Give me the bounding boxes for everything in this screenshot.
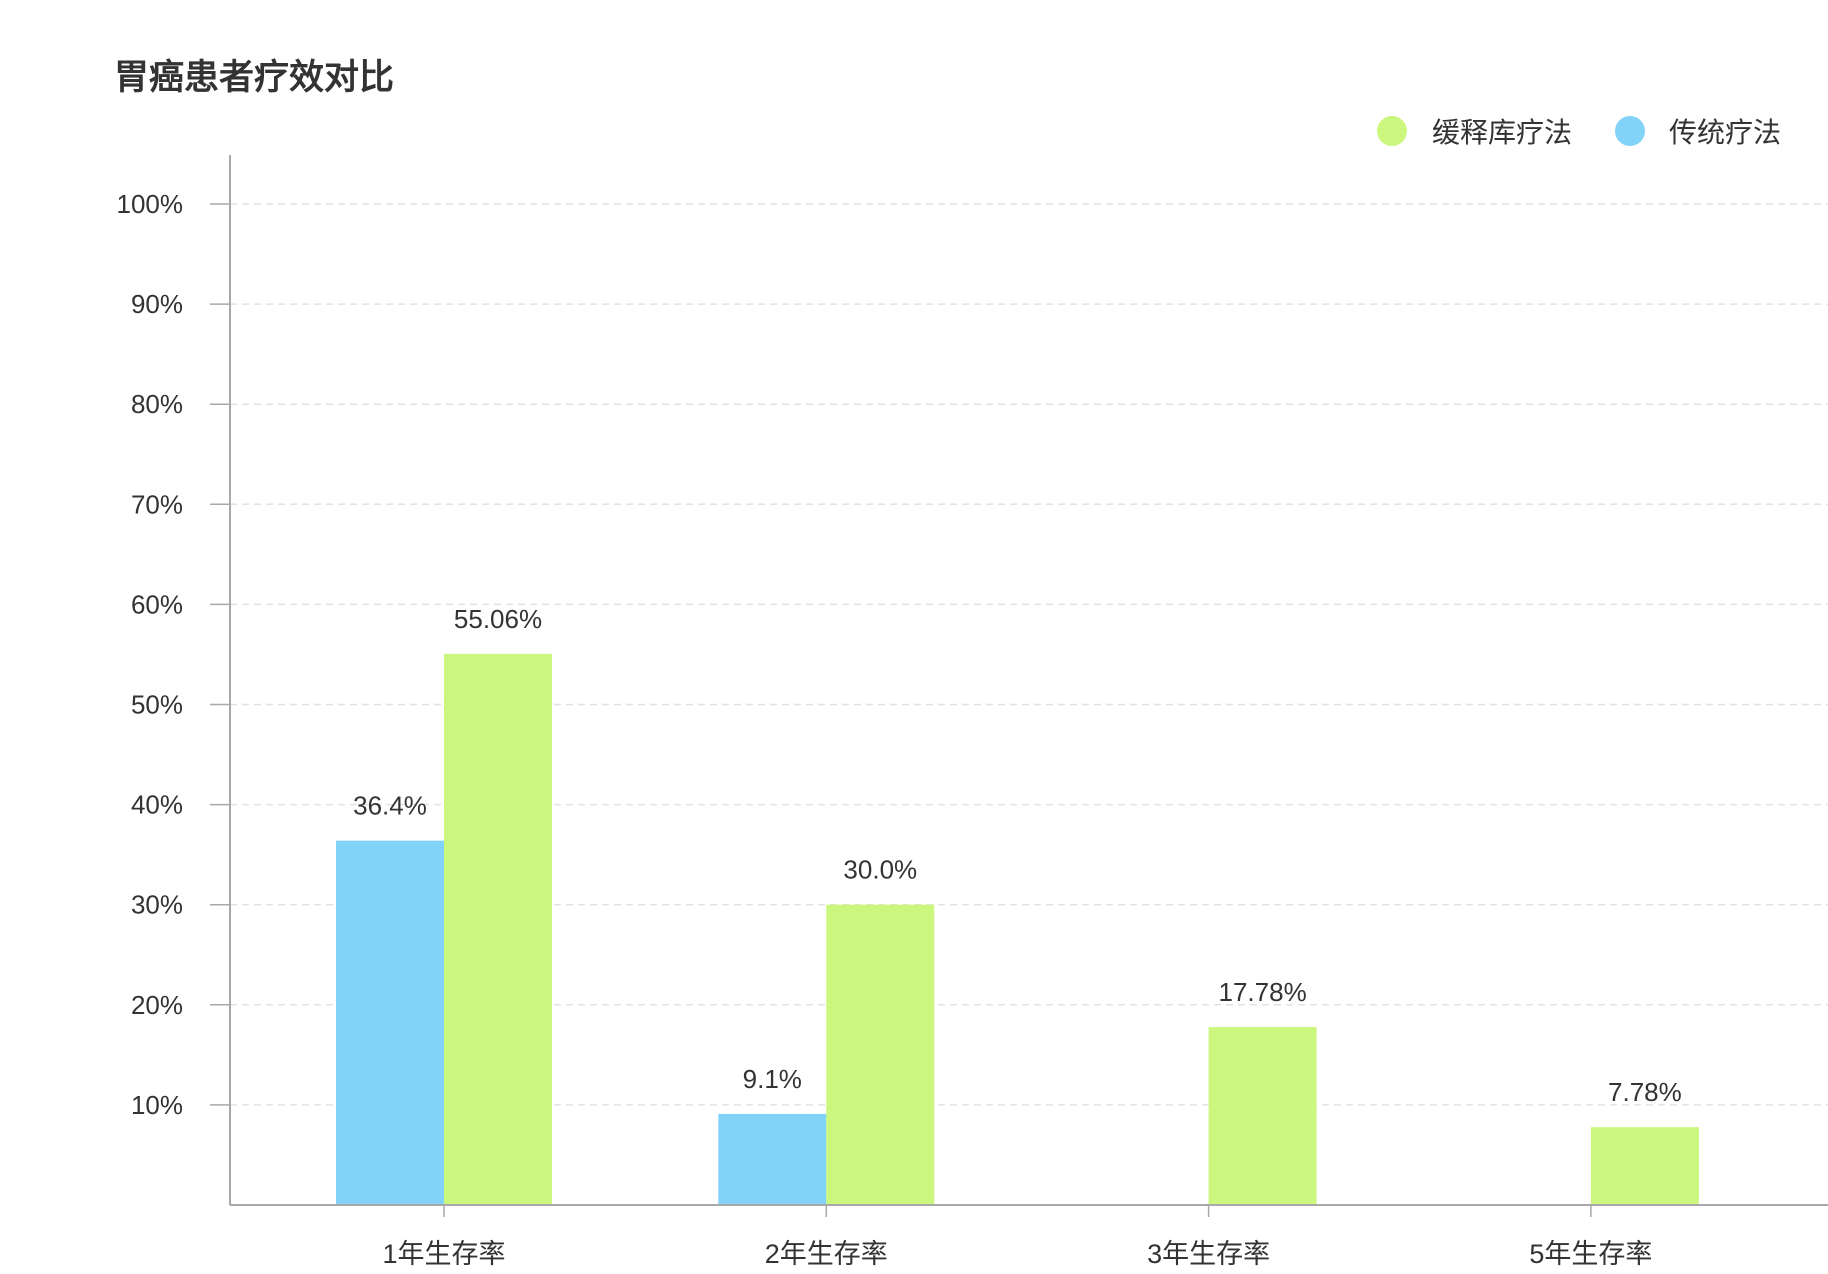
bar xyxy=(1208,1027,1317,1205)
y-tick-label: 70% xyxy=(131,489,183,519)
y-tick-label: 40% xyxy=(131,790,183,820)
y-tick-label: 10% xyxy=(131,1090,183,1120)
legend-label: 传统疗法 xyxy=(1669,117,1781,148)
y-tick-label: 100% xyxy=(117,189,184,219)
bar xyxy=(336,840,444,1205)
legend-label: 缓释库疗法 xyxy=(1432,117,1572,148)
data-label: 7.78% xyxy=(1608,1077,1682,1107)
y-tick-label: 30% xyxy=(131,890,183,920)
y-tick-label: 50% xyxy=(131,690,183,720)
data-label: 9.1% xyxy=(743,1064,802,1094)
x-tick-label: 3年生存率 xyxy=(1147,1239,1270,1269)
bar xyxy=(826,904,935,1205)
x-tick-label: 2年生存率 xyxy=(765,1239,888,1269)
legend-item[interactable]: 传统疗法 xyxy=(1615,116,1781,148)
bar xyxy=(718,1113,827,1205)
legend: 缓释库疗法 传统疗法 xyxy=(1377,116,1781,148)
bar xyxy=(1590,1127,1699,1205)
data-label: 55.06% xyxy=(454,604,542,634)
data-label: 36.4% xyxy=(353,791,427,821)
y-axis: 10% 20% 30% 40% 50% 60% 70% 80% 90% 100% xyxy=(117,189,230,1120)
x-tick-label: 5年生存率 xyxy=(1529,1239,1652,1269)
y-tick-label: 20% xyxy=(131,990,183,1020)
data-label: 17.78% xyxy=(1219,977,1307,1007)
y-tick-label: 80% xyxy=(131,389,183,419)
chart-title: 胃癌患者疗效对比 xyxy=(114,58,394,97)
data-label: 30.0% xyxy=(843,855,917,885)
x-axis: 1年生存率 2年生存率 3年生存率 5年生存率 xyxy=(382,1205,1652,1269)
legend-marker xyxy=(1377,116,1407,146)
data-labels: 36.4% 55.06% 9.1% 30.0% 17.78% 7.78% xyxy=(353,604,1682,1107)
bars xyxy=(336,653,1699,1205)
legend-marker xyxy=(1615,116,1645,146)
x-tick-label: 1年生存率 xyxy=(382,1239,505,1269)
y-tick-label: 90% xyxy=(131,289,183,319)
legend-item[interactable]: 缓释库疗法 xyxy=(1377,116,1572,148)
axes xyxy=(229,155,1828,1206)
y-tick-label: 60% xyxy=(131,589,183,619)
bar xyxy=(444,653,552,1205)
